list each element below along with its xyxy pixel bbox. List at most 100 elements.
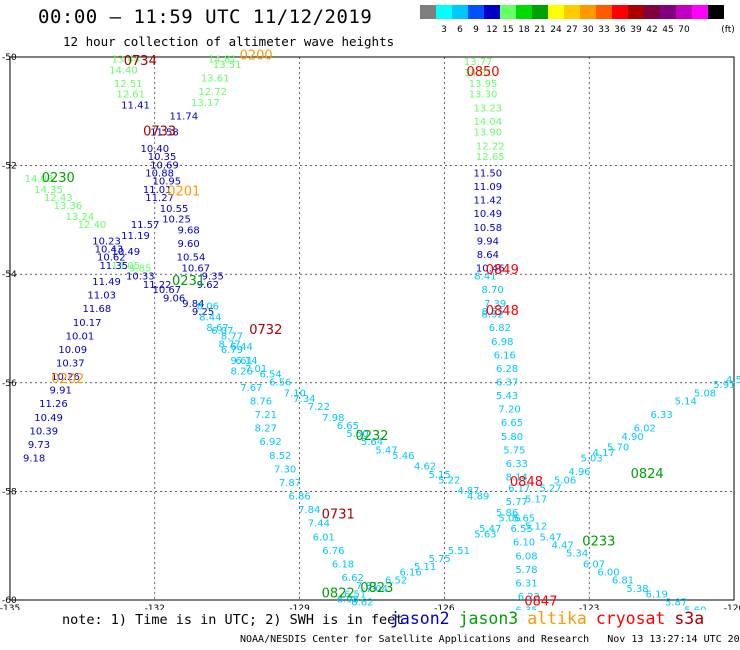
swh-value-label: 7.30 — [274, 464, 296, 475]
footer-credit: NOAA/NESDIS Center for Satellite Applica… — [240, 634, 740, 645]
swh-value-label: 6.98 — [337, 595, 359, 606]
swh-value-label: 5.46 — [392, 451, 414, 462]
page-title: 00:00 – 11:59 UTC 11/12/2019 — [38, 6, 373, 28]
swh-value-label: 7.44 — [308, 519, 330, 530]
swh-value-label: 6.16 — [494, 350, 516, 361]
swh-value-label: 14.35 — [34, 185, 63, 196]
swh-value-label: 5.91 — [713, 380, 735, 391]
swh-value-label: 5.86 — [496, 508, 518, 519]
colorbar-unit: (ft) — [721, 25, 735, 35]
swh-value-label: 13.24 — [66, 212, 95, 223]
lat-tick-label: -60 — [2, 596, 17, 606]
lat-tick-label: -56 — [2, 379, 17, 389]
swh-value-label: 10.46 — [476, 263, 505, 274]
colorbar-swatch — [532, 5, 548, 19]
swh-value-label: 11.03 — [87, 291, 116, 302]
swh-value-label: 5.17 — [525, 494, 547, 505]
colorbar-swatch — [692, 5, 708, 19]
swh-value-label: 6.86 — [288, 492, 310, 503]
swh-value-label: 14.40 — [109, 65, 138, 76]
swh-value-label: 5.11 — [414, 562, 436, 573]
colorbar-swatch — [468, 5, 484, 19]
colorbar-label: 6 — [457, 25, 463, 35]
swh-value-label: 5.06 — [554, 475, 576, 486]
pass-time-label: 0850 — [466, 65, 499, 80]
legend-jason3: jason3 — [458, 609, 519, 628]
color-scale-bar: 3 6 9 12 15 18 21 24 27 30 33 36 39 42 45 70 (ft) — [420, 5, 735, 35]
swh-value-label: 9.06 — [163, 293, 185, 304]
lat-tick-label: -52 — [2, 162, 17, 172]
swh-value-label: 4.90 — [622, 432, 644, 443]
swh-value-label: 9.85 — [129, 263, 151, 274]
lon-tick-label: -129 — [289, 604, 310, 610]
swh-value-label: 6.52 — [385, 576, 407, 587]
colorbar-label: 42 — [646, 25, 657, 35]
swh-value-label: 8.44 — [199, 312, 221, 323]
swh-value-label: 5.47 — [479, 524, 501, 535]
lat-tick-label: -50 — [2, 53, 17, 63]
swh-value-label: 6.44 — [231, 342, 253, 353]
swh-value-label: 11.50 — [474, 168, 503, 179]
swh-value-label: 10.26 — [51, 372, 80, 383]
colorbar-label: 39 — [630, 25, 642, 35]
swh-value-label: 11.19 — [121, 231, 150, 242]
swh-value-label: 6.54 — [260, 369, 282, 380]
swh-value-label: 4.47 — [552, 540, 574, 551]
footer-note: note: 1) Time is in UTC; 2) SWH is in fe… — [62, 612, 404, 628]
swh-value-label: 9.35 — [202, 272, 224, 283]
swh-value-label: 5.22 — [438, 475, 460, 486]
swh-value-label: 8.52 — [482, 310, 504, 321]
swh-value-label: 10.39 — [29, 426, 58, 437]
swh-value-label: 10.49 — [474, 209, 503, 220]
swh-value-label: 14.81 — [208, 54, 237, 65]
swh-value-label: 7.84 — [298, 505, 320, 516]
swh-value-label: 11.09 — [474, 182, 503, 193]
swh-value-label: 13.77 — [464, 57, 493, 68]
swh-value-label: 10.01 — [66, 331, 95, 342]
pass-time-label: 0848 — [486, 304, 519, 319]
swh-value-label: 12.61 — [116, 90, 145, 101]
legend-cryosat: cryosat — [595, 609, 666, 628]
swh-value-label: 12.40 — [78, 220, 107, 231]
swh-value-label: 7.67 — [240, 383, 262, 394]
pass-time-label: 0734 — [124, 54, 157, 69]
swh-value-label: 9.25 — [192, 307, 214, 318]
swh-value-label: 5.64 — [361, 437, 383, 448]
legend-s3a: s3a — [674, 609, 705, 628]
colorbar-label: 70 — [678, 25, 690, 35]
swh-value-label: 6.65 — [501, 418, 523, 429]
swh-value-label: 8.76 — [250, 397, 272, 408]
swh-value-label: 6.07 — [583, 559, 605, 570]
lon-tick-label: -120 — [724, 604, 740, 610]
swh-value-label: 7.10 — [284, 388, 306, 399]
swh-value-label: 9.68 — [177, 225, 199, 236]
swh-value-label: 5.70 — [607, 443, 629, 454]
swh-value-label: 11.57 — [131, 220, 160, 231]
swh-value-label: 6.56 — [269, 378, 291, 389]
swh-value-label: 7.20 — [498, 405, 520, 416]
pass-time-label: 0230 — [42, 171, 75, 186]
swh-value-label: 9.94 — [477, 236, 499, 247]
swh-value-label: 12.51 — [114, 79, 143, 90]
swh-value-label: 6.82 — [489, 323, 511, 334]
swh-value-label: 6.07 — [211, 326, 233, 337]
swh-value-label: 11.22 — [143, 280, 172, 291]
colorbar-swatch — [612, 5, 628, 19]
swh-value-label: 6.62 — [342, 573, 364, 584]
swh-value-label: 11.26 — [39, 399, 68, 410]
swh-value-label: 11.27 — [145, 193, 174, 204]
colorbar-swatch — [660, 5, 676, 19]
swh-value-label: 5.15 — [428, 470, 450, 481]
swh-value-label: 5.47 — [539, 532, 561, 543]
swh-value-label: 5.60 — [684, 606, 706, 610]
lon-tick-label: -126 — [434, 604, 455, 610]
swh-value-label: 4.5 — [726, 375, 740, 386]
swh-value-label: 11.49 — [92, 277, 121, 288]
colorbar-swatch — [500, 5, 516, 19]
swh-value-label: 6.18 — [332, 559, 354, 570]
swh-value-label: 13.36 — [54, 201, 83, 212]
swh-value-label: 11.42 — [474, 196, 503, 207]
swh-value-label: 12.43 — [44, 193, 73, 204]
swh-value-label: 9.62 — [197, 280, 219, 291]
swh-value-label: 9.60 — [177, 239, 199, 250]
